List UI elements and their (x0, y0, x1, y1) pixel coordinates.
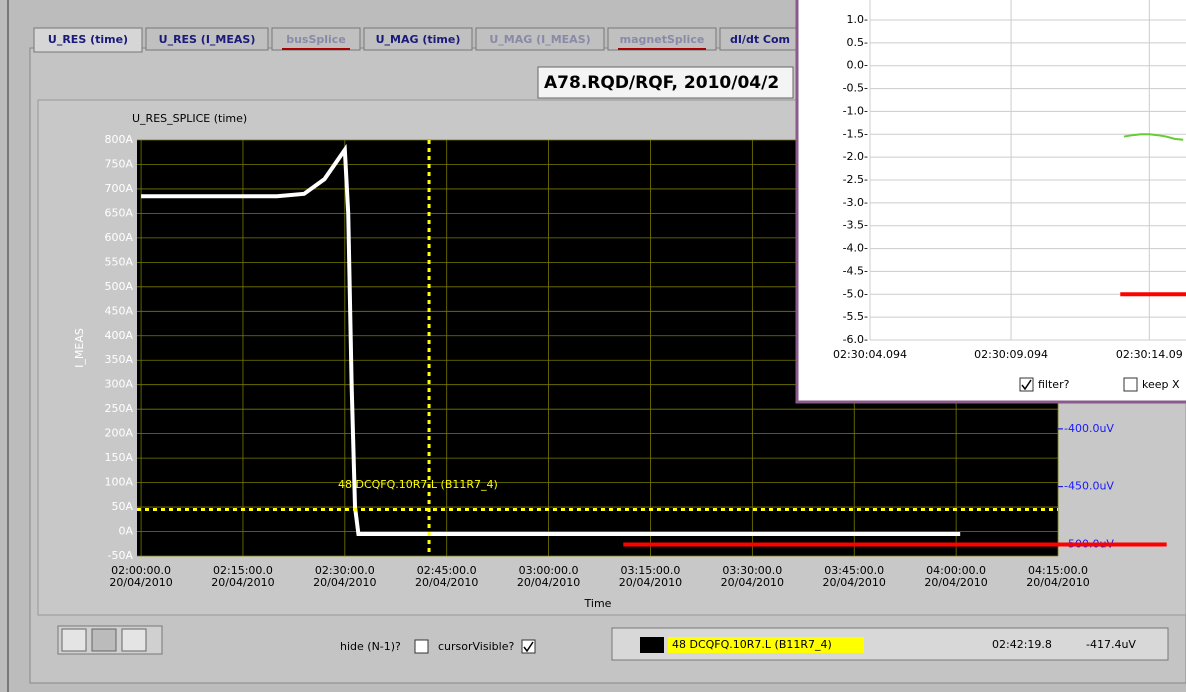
x-tick-date: 20/04/2010 (619, 576, 682, 589)
legend-swatch (640, 637, 664, 653)
tab[interactable] (475, 27, 605, 51)
x-tick-date: 20/04/2010 (823, 576, 886, 589)
chart-title: U_RES_SPLICE (time) (132, 112, 247, 125)
y-tick-label: 450A (104, 304, 133, 317)
y-tick-label: 600A (104, 231, 133, 244)
tab-label[interactable]: magnetSplice (620, 33, 705, 46)
x-tick-label: 03:45:00.0 (824, 564, 884, 577)
legend-name[interactable]: 48 DCQFQ.10R7.L (B11R7_4) (672, 638, 832, 651)
x-tick-label: 02:00:00.0 (111, 564, 171, 577)
y-tick-label: -5.5- (843, 310, 868, 323)
x-tick-label: 03:30:00.0 (722, 564, 782, 577)
x-tick-date: 20/04/2010 (924, 576, 987, 589)
x-tick-date: 20/04/2010 (211, 576, 274, 589)
y2-tick-label: -400.0uV (1064, 422, 1114, 435)
tab-label[interactable]: U_RES (time) (48, 33, 128, 46)
y-tick-label: 550A (104, 255, 133, 268)
y-tick-label: -3.0- (843, 196, 868, 209)
header-title: A78.RQD/RQF, 2010/04/2 (544, 73, 779, 93)
x-tick-label: 04:15:00.0 (1028, 564, 1088, 577)
series-line (141, 143, 961, 536)
x-tick-label: 02:30:00.0 (315, 564, 375, 577)
y-tick-label: -3.5- (843, 219, 868, 232)
hide-label: hide (N-1)? (340, 640, 401, 653)
check-mark (1021, 379, 1032, 391)
y-tick-label: 700A (104, 182, 133, 195)
y-tick-label: 500A (104, 280, 133, 293)
tab[interactable] (145, 27, 269, 51)
y-tick-label: -1.5- (843, 127, 868, 140)
checkbox[interactable] (1019, 377, 1034, 392)
title-box (537, 66, 794, 99)
check-mark (523, 641, 534, 653)
x-tick-date: 20/04/2010 (517, 576, 580, 589)
y-tick-label: 800A (104, 133, 133, 146)
y-tick-label: 150A (104, 451, 133, 464)
y-tick-label: -2.5- (843, 173, 868, 186)
checkbox-label: keep X (1142, 378, 1180, 391)
y-tick-label: 1.0- (847, 13, 868, 26)
y-tick-label: -50A (108, 549, 134, 562)
x-tick-label: 02:30:04.094 (833, 348, 907, 361)
legend-time: 02:42:19.8 (992, 638, 1052, 651)
y-tick-label: 400A (104, 329, 133, 342)
tab-label[interactable]: U_RES (I_MEAS) (159, 33, 256, 46)
y-tick-label: 100A (104, 476, 133, 489)
y-tick-label: -4.0- (843, 242, 868, 255)
x-tick-label: 03:00:00.0 (519, 564, 579, 577)
y-tick-label: 750A (104, 157, 133, 170)
x-tick-date: 20/04/2010 (721, 576, 784, 589)
x-axis-label: Time (584, 597, 612, 610)
tab-label[interactable]: dI/dt Com (730, 33, 790, 46)
x-tick-label: 02:30:09.094 (974, 348, 1048, 361)
legend-value: -417.4uV (1086, 638, 1136, 651)
cursor-visible-label: cursorVisible? (438, 640, 514, 653)
y-tick-label: 50A (111, 500, 133, 513)
y-tick-label: 250A (104, 402, 133, 415)
y-tick-label: -1.0- (843, 104, 868, 117)
y-tick-label: 650A (104, 206, 133, 219)
tool-button[interactable] (121, 628, 147, 652)
y-axis-label: I_MEAS (73, 328, 86, 368)
y-tick-label: 300A (104, 378, 133, 391)
y-tick-label: -4.5- (843, 264, 868, 277)
x-tick-date: 20/04/2010 (1026, 576, 1089, 589)
checkbox[interactable] (521, 639, 536, 654)
y-tick-label: -2.0- (843, 150, 868, 163)
tool-button[interactable] (91, 628, 117, 652)
tab-label[interactable]: U_MAG (time) (376, 33, 461, 46)
y-tick-label: -6.0- (843, 333, 868, 346)
legend-highlight (668, 637, 864, 653)
x-tick-label: 04:00:00.0 (926, 564, 986, 577)
y-tick-label: 350A (104, 353, 133, 366)
x-tick-date: 20/04/2010 (415, 576, 478, 589)
x-tick-label: 02:45:00.0 (417, 564, 477, 577)
cursor-label: 48 DCQFQ.10R7.L (B11R7_4) (338, 478, 498, 491)
checkbox[interactable] (1123, 377, 1138, 392)
overlay-window (795, 0, 1186, 404)
tab-label[interactable]: U_MAG (I_MEAS) (489, 33, 590, 46)
x-tick-date: 20/04/2010 (109, 576, 172, 589)
y-tick-label: -5.0- (843, 287, 868, 300)
tab-label[interactable]: busSplice (286, 33, 346, 46)
tab[interactable] (363, 27, 473, 51)
y-tick-label: 0.0- (847, 59, 868, 72)
tab[interactable] (33, 27, 143, 53)
x-tick-label: 03:15:00.0 (621, 564, 681, 577)
x-tick-label: 02:15:00.0 (213, 564, 273, 577)
x-tick-date: 20/04/2010 (313, 576, 376, 589)
y2-tick-label: -450.0uV (1064, 480, 1114, 493)
checkbox[interactable] (414, 639, 429, 654)
y-tick-label: 200A (104, 427, 133, 440)
checkbox-label: filter? (1038, 378, 1070, 391)
x-tick-label: 02:30:14.09 (1116, 348, 1183, 361)
y-tick-label: 0A (118, 525, 133, 538)
y-tick-label: 0.5- (847, 36, 868, 49)
series-line (1123, 133, 1184, 141)
tool-button[interactable] (61, 628, 87, 652)
y-tick-label: -0.5- (843, 82, 868, 95)
